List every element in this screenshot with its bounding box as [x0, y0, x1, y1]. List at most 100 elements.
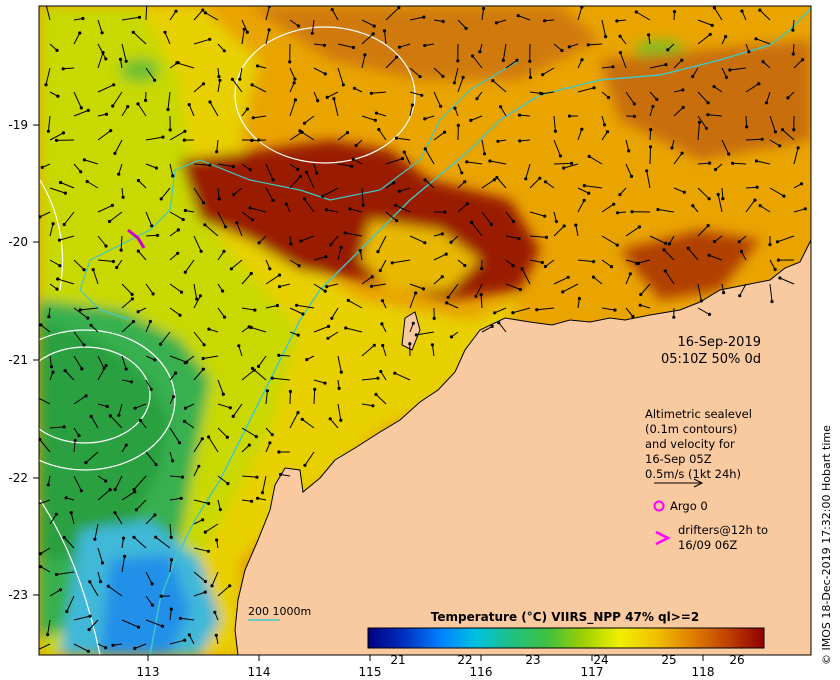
- velocity-arrow-head: [382, 29, 387, 33]
- velocity-arrow: [553, 43, 563, 51]
- velocity-arrow-head: [179, 496, 183, 500]
- velocity-arrow: [349, 208, 363, 213]
- velocity-arrow-head: [100, 561, 105, 565]
- velocity-arrow-head: [293, 77, 297, 81]
- velocity-arrow-head: [174, 371, 178, 375]
- velocity-arrow-head: [119, 248, 123, 252]
- velocity-arrow-head: [298, 129, 302, 133]
- velocity-arrow-head: [230, 77, 234, 81]
- velocity-arrow-head: [89, 323, 93, 327]
- velocity-arrow-head: [393, 371, 397, 375]
- velocity-arrow-head: [727, 152, 731, 156]
- velocity-arrow: [265, 163, 274, 181]
- velocity-arrow-head: [104, 479, 108, 483]
- velocity-arrow: [169, 355, 187, 363]
- velocity-arrow-head: [592, 86, 596, 90]
- velocity-arrow: [384, 30, 387, 45]
- velocity-arrow: [311, 19, 315, 34]
- velocity-arrow: [472, 55, 483, 69]
- lon-axis: 113 114 115 116 117 118: [137, 655, 714, 679]
- velocity-arrow-head: [528, 75, 533, 80]
- velocity-arrow: [73, 91, 82, 109]
- velocity-arrow-head: [268, 441, 272, 445]
- velocity-arrow-head: [667, 242, 672, 246]
- velocity-arrow: [601, 203, 614, 213]
- velocity-arrow: [47, 115, 51, 132]
- velocity-arrow: [193, 83, 204, 93]
- velocity-arrow: [399, 187, 411, 192]
- velocity-arrow: [382, 345, 387, 357]
- velocity-arrow: [289, 131, 303, 141]
- velocity-arrow: [521, 268, 531, 285]
- velocity-arrow-head: [248, 168, 252, 172]
- velocity-arrow-head: [358, 248, 362, 253]
- velocity-arrow-head: [328, 417, 332, 421]
- velocity-arrow-head: [724, 75, 729, 79]
- velocity-arrow-head: [58, 264, 62, 268]
- velocity-arrow: [313, 379, 326, 384]
- velocity-arrow-head: [394, 136, 399, 140]
- velocity-arrow-head: [106, 584, 110, 588]
- velocity-arrow: [133, 536, 147, 549]
- velocity-arrow: [241, 369, 255, 381]
- velocity-arrow: [769, 187, 785, 197]
- velocity-arrow-head: [321, 194, 325, 198]
- velocity-arrow: [241, 427, 257, 438]
- velocity-arrow-head: [369, 284, 374, 288]
- velocity-arrow: [217, 379, 224, 395]
- velocity-arrow-head: [570, 161, 574, 165]
- velocity-arrow-head: [277, 285, 282, 289]
- velocity-arrow-head: [441, 74, 445, 78]
- velocity-arrow: [525, 163, 531, 179]
- velocity-arrow-head: [237, 344, 241, 348]
- velocity-arrow-head: [298, 174, 302, 178]
- velocity-arrow-head: [708, 161, 712, 165]
- velocity-arrow-head: [615, 243, 619, 247]
- velocity-arrow-head: [129, 380, 133, 384]
- velocity-arrow: [361, 377, 378, 381]
- velocity-arrow: [697, 307, 710, 315]
- velocity-arrow-head: [82, 268, 86, 272]
- velocity-arrow: [145, 514, 156, 525]
- velocity-arrow-head: [397, 189, 401, 193]
- velocity-arrow-head: [54, 138, 59, 142]
- velocity-arrow: [333, 98, 339, 117]
- velocity-arrow-head: [160, 624, 165, 628]
- velocity-arrow-head: [325, 95, 329, 99]
- velocity-arrow-head: [198, 294, 202, 298]
- velocity-arrow: [169, 497, 182, 501]
- velocity-arrow-head: [604, 35, 608, 39]
- velocity-arrow-head: [84, 461, 88, 465]
- velocity-arrow: [329, 418, 339, 429]
- velocity-arrow-head: [745, 125, 749, 129]
- velocity-arrow-head: [708, 32, 712, 36]
- velocity-arrow-head: [32, 504, 35, 507]
- velocity-arrow-head: [664, 241, 668, 245]
- velocity-arrow: [313, 389, 316, 405]
- velocity-arrow: [121, 298, 133, 309]
- lon-label: 116: [470, 665, 493, 679]
- lat-label: -19: [8, 118, 28, 132]
- velocity-arrow-head: [69, 510, 73, 515]
- velocity-arrow: [457, 19, 467, 29]
- velocity-arrow: [45, 6, 51, 21]
- velocity-arrow-head: [169, 535, 173, 540]
- velocity-arrow-head: [343, 231, 347, 235]
- velocity-arrow-head: [292, 81, 296, 85]
- velocity-arrow: [63, 211, 75, 225]
- velocity-arrow: [313, 256, 326, 261]
- velocity-arrow-head: [381, 343, 385, 348]
- velocity-arrow-head: [182, 419, 187, 423]
- velocity-arrow-head: [115, 265, 119, 270]
- velocity-arrow: [496, 177, 507, 189]
- velocity-arrow-head: [134, 508, 138, 512]
- velocity-arrow: [545, 181, 555, 189]
- velocity-arrow: [70, 512, 75, 525]
- velocity-arrow-head: [256, 496, 260, 500]
- velocity-arrow: [121, 491, 135, 501]
- velocity-arrow: [588, 43, 603, 46]
- velocity-arrow-head: [553, 129, 558, 133]
- velocity-arrow: [241, 211, 253, 221]
- velocity-arrow-head: [511, 219, 516, 224]
- velocity-arrow: [625, 226, 640, 237]
